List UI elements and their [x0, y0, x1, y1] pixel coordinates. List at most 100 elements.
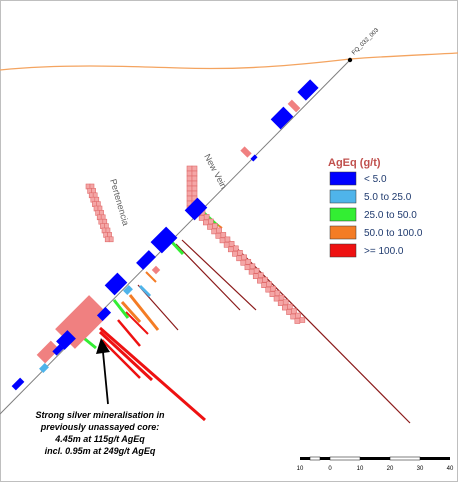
annotation: Strong silver mineralisation in previous… — [35, 338, 165, 456]
historic-sample-27 — [211, 228, 217, 235]
historic-sample-5 — [191, 175, 198, 182]
historic-sample-43 — [244, 264, 251, 271]
legend-swatch-1 — [329, 171, 357, 186]
historic-sample-29 — [215, 233, 222, 239]
pertenencia-label: Pertenencia — [108, 178, 131, 227]
historic-hole-traces — [137, 212, 411, 424]
legend-label-1: < 5.0 — [364, 174, 387, 185]
sample-blue-4 — [184, 197, 208, 221]
pertenencia-sample-25 — [108, 236, 114, 243]
historic-sample-53 — [265, 286, 272, 293]
scale-seg-4 — [329, 456, 361, 461]
historic-sample-35 — [227, 246, 234, 253]
historic-sample-65 — [290, 313, 296, 320]
historic-sample-67 — [294, 318, 301, 324]
historic-sample-51 — [261, 282, 267, 288]
historic-sample-66 — [299, 317, 306, 323]
sample-blue-8 — [96, 306, 112, 322]
red-trace-5 — [125, 311, 149, 335]
historic-sample-33 — [223, 242, 230, 248]
scale-tick-4: 20 — [387, 466, 394, 472]
scale-seg-6 — [389, 456, 421, 461]
historic-sample-41 — [240, 259, 247, 266]
orange-bar-1 — [128, 294, 160, 331]
cyan-bar-1 — [138, 284, 152, 298]
new-vein-label: New Vein — [202, 152, 229, 190]
historic-sample-49 — [257, 277, 263, 284]
historic-sample-31 — [219, 237, 226, 244]
legend-title: AgEq (g/t) — [328, 157, 381, 169]
historic-trace-2 — [175, 243, 241, 311]
scale-tick-1: 10 — [297, 466, 304, 472]
historic-sample-23 — [203, 219, 209, 226]
sample-blue-6 — [136, 250, 156, 270]
historic-sample-1 — [191, 165, 198, 172]
sample-pink-4 — [36, 340, 60, 364]
orange-bar-2 — [120, 300, 142, 324]
red-trace-2 — [98, 330, 154, 382]
historic-sample-9 — [191, 185, 198, 192]
annotation-arrow-head — [96, 338, 110, 354]
legend-swatch-2 — [329, 189, 357, 204]
orange-bar-4 — [145, 271, 157, 283]
historic-sample-39 — [236, 255, 242, 262]
historic-sample-11 — [191, 190, 198, 197]
scale-seg-5 — [360, 457, 390, 460]
historic-sample-3 — [191, 170, 198, 177]
green-bar-1 — [112, 299, 130, 319]
sample-blue-5 — [150, 226, 178, 254]
historic-sample-55 — [269, 291, 276, 297]
historic-sample-12 — [186, 195, 193, 202]
historic-sample-25 — [207, 224, 213, 230]
red-trace-1 — [99, 326, 206, 422]
legend-swatch-4 — [329, 225, 357, 240]
scale-tick-6: 40 — [447, 466, 454, 472]
legend-swatch-5 — [329, 243, 357, 258]
annotation-line-4: incl. 0.95m at 249g/t AgEq — [45, 446, 156, 456]
historic-sample-45 — [248, 268, 255, 275]
scale-seg-2 — [309, 456, 321, 461]
scale-bar: 10 0 10 20 30 40 — [297, 456, 454, 472]
pertenencia-assay-ladder — [85, 183, 114, 243]
historic-sample-8 — [186, 185, 193, 192]
historic-sample-47 — [252, 273, 259, 280]
topography-line — [0, 52, 458, 71]
historic-sample-4 — [186, 175, 193, 182]
historic-sample-7 — [191, 180, 198, 187]
scale-tick-5: 30 — [417, 466, 424, 472]
annotation-arrow-line — [102, 351, 109, 405]
historic-sample-61 — [282, 304, 288, 311]
scale-tick-3: 10 — [357, 466, 364, 472]
sample-blue-1 — [297, 79, 319, 101]
hole-id-label: FQ_032_003 — [351, 27, 380, 56]
pertenencia-sample-24 — [104, 236, 110, 243]
high-grade-traces — [98, 311, 206, 422]
historic-sample-10 — [186, 190, 193, 197]
drill-samples — [11, 79, 319, 391]
legend-label-3: 25.0 to 50.0 — [364, 210, 417, 221]
scale-tick-2: 0 — [328, 466, 332, 472]
historic-sample-63 — [286, 309, 292, 315]
red-trace-3 — [101, 339, 141, 379]
historic-sample-21 — [198, 215, 205, 221]
sample-blue-10 — [52, 344, 64, 356]
annotation-line-1: Strong silver mineralisation in — [35, 410, 165, 420]
sample-pink-3 — [151, 265, 161, 275]
historic-sample-59 — [277, 300, 284, 306]
legend-label-5: >= 100.0 — [364, 246, 404, 257]
sample-blue-2 — [270, 106, 294, 130]
historic-sample-57 — [273, 295, 280, 302]
sample-blue-7 — [104, 272, 128, 296]
scale-seg-7 — [420, 457, 450, 460]
sample-blue-3 — [250, 154, 258, 162]
annotation-line-2: previously unassayed core: — [40, 422, 160, 432]
sample-cyan-1 — [123, 285, 133, 295]
historic-sample-0 — [186, 165, 193, 172]
historic-sample-37 — [232, 251, 238, 257]
annotation-line-3: 4.45m at 115g/t AgEq — [54, 434, 145, 444]
sample-pink-2 — [240, 146, 252, 158]
red-trace-4 — [117, 319, 141, 347]
scale-seg-1 — [300, 457, 310, 460]
